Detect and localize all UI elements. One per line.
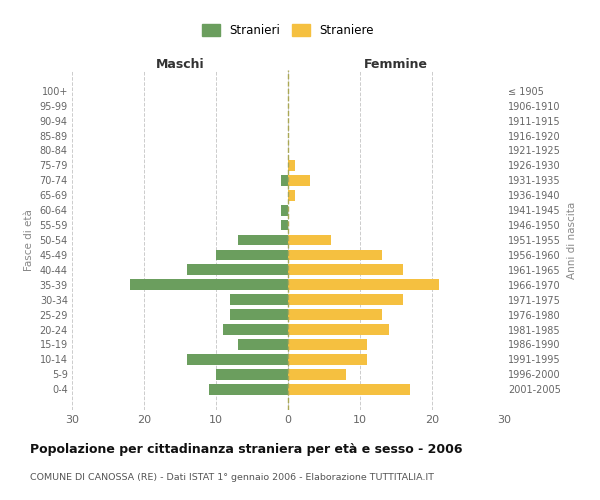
Text: Femmine: Femmine bbox=[364, 58, 428, 71]
Bar bbox=[288, 160, 295, 171]
Bar bbox=[288, 250, 382, 260]
Bar bbox=[216, 250, 288, 260]
Bar bbox=[288, 175, 310, 186]
Bar bbox=[216, 369, 288, 380]
Bar bbox=[130, 280, 288, 290]
Y-axis label: Fasce di età: Fasce di età bbox=[24, 209, 34, 271]
Bar bbox=[209, 384, 288, 394]
Bar bbox=[288, 324, 389, 335]
Bar bbox=[288, 190, 295, 200]
Bar bbox=[288, 280, 439, 290]
Bar bbox=[281, 205, 288, 216]
Bar bbox=[223, 324, 288, 335]
Bar bbox=[288, 384, 410, 394]
Text: COMUNE DI CANOSSA (RE) - Dati ISTAT 1° gennaio 2006 - Elaborazione TUTTITALIA.IT: COMUNE DI CANOSSA (RE) - Dati ISTAT 1° g… bbox=[30, 472, 434, 482]
Legend: Stranieri, Straniere: Stranieri, Straniere bbox=[197, 19, 379, 42]
Bar bbox=[288, 354, 367, 364]
Text: Maschi: Maschi bbox=[155, 58, 205, 71]
Bar bbox=[187, 264, 288, 275]
Bar bbox=[230, 309, 288, 320]
Bar bbox=[288, 369, 346, 380]
Bar bbox=[288, 309, 382, 320]
Bar bbox=[288, 339, 367, 350]
Bar bbox=[187, 354, 288, 364]
Y-axis label: Anni di nascita: Anni di nascita bbox=[566, 202, 577, 278]
Bar bbox=[238, 234, 288, 246]
Text: Popolazione per cittadinanza straniera per età e sesso - 2006: Popolazione per cittadinanza straniera p… bbox=[30, 442, 463, 456]
Bar bbox=[288, 234, 331, 246]
Bar bbox=[238, 339, 288, 350]
Bar bbox=[288, 264, 403, 275]
Bar bbox=[288, 294, 403, 305]
Bar bbox=[281, 220, 288, 230]
Bar bbox=[281, 175, 288, 186]
Bar bbox=[230, 294, 288, 305]
